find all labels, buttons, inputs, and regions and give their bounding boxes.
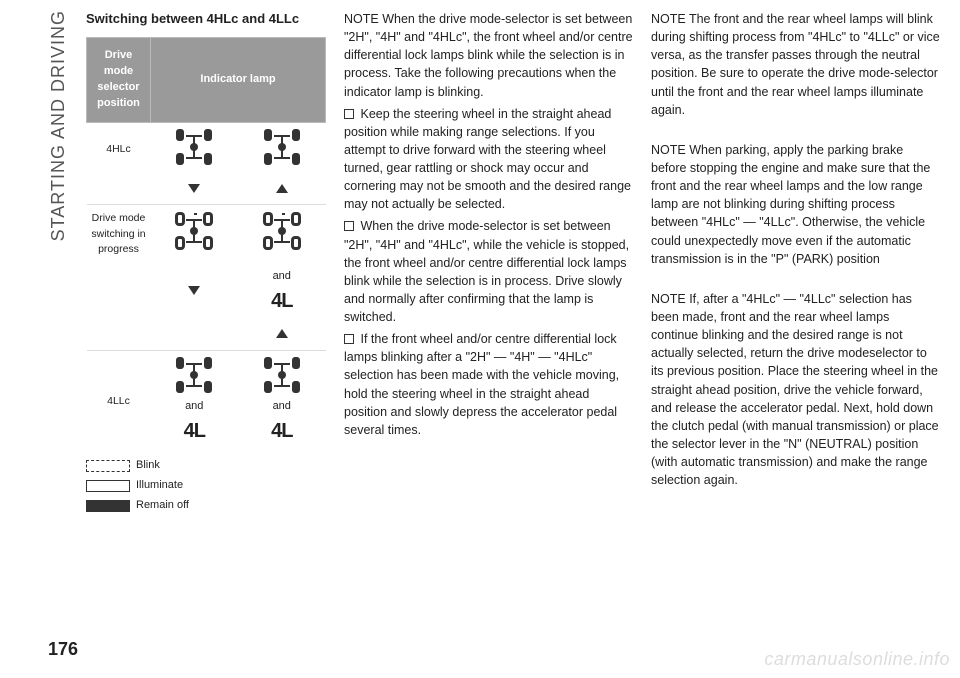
- th-selector-position: Drive mode selector position: [87, 37, 151, 122]
- legend-off-icon: [86, 500, 130, 512]
- th-indicator-lamp: Indicator lamp: [151, 37, 326, 122]
- c3-p1: NOTE The front and the rear wheel lamps …: [651, 10, 940, 119]
- chapter-side-title: STARTING AND DRIVING: [48, 10, 69, 241]
- legend-off-label: Remain off: [136, 498, 189, 514]
- page-number: 176: [48, 639, 78, 660]
- diff-icon-solid: [172, 357, 216, 393]
- fourL-icon: 4L: [242, 287, 322, 316]
- c3-p3: NOTE If, after a "4HLc" — "4LLc" selecti…: [651, 290, 940, 489]
- and-label: and: [273, 400, 291, 412]
- bullet-icon: [344, 109, 354, 119]
- c2-p3-text: When the drive mode-selector is set betw…: [344, 219, 629, 324]
- arrow-down: [151, 263, 239, 322]
- cell-switch-and: and 4L: [238, 263, 326, 322]
- and-label: and: [185, 400, 203, 412]
- legend: Blink Illuminate Remain off: [86, 458, 326, 514]
- cell-4llc-icon-a: and 4L: [151, 351, 239, 452]
- legend-blink-icon: [86, 460, 130, 472]
- row-switching-label: Drive mode switching in progress: [87, 205, 151, 263]
- bullet-icon: [344, 221, 354, 231]
- legend-blink-label: Blink: [136, 458, 160, 474]
- fourL-icon: 4L: [242, 417, 322, 446]
- legend-illuminate-icon: [86, 480, 130, 492]
- row-4hlc-label: 4HLc: [87, 122, 151, 176]
- c2-p1: NOTE When the drive mode-selector is set…: [344, 10, 633, 101]
- diff-icon-solid: [260, 129, 304, 165]
- column-3: NOTE The front and the rear wheel lamps …: [651, 10, 940, 628]
- mode-indicator-table: Drive mode selector position Indicator l…: [86, 37, 326, 452]
- legend-illuminate-label: Illuminate: [136, 478, 183, 494]
- cell-4hlc-icon-a: [151, 122, 239, 176]
- row-4llc-label: 4LLc: [87, 351, 151, 452]
- arrow-up: [238, 322, 326, 350]
- page-content: Switching between 4HLc and 4LLc Drive mo…: [86, 10, 940, 628]
- arrow-up: [238, 177, 326, 205]
- diff-icon-solid: [260, 357, 304, 393]
- c3-p2: NOTE When parking, apply the parking bra…: [651, 141, 940, 268]
- bullet-icon: [344, 334, 354, 344]
- column-1: Switching between 4HLc and 4LLc Drive mo…: [86, 10, 326, 628]
- cell-switch-icon-b: [238, 205, 326, 263]
- cell-4llc-icon-b: and 4L: [238, 351, 326, 452]
- cell-switch-icon-a: [151, 205, 239, 263]
- c2-p4: If the front wheel and/or centre differe…: [344, 330, 633, 439]
- column-2: NOTE When the drive mode-selector is set…: [344, 10, 633, 628]
- fourL-icon: 4L: [155, 417, 235, 446]
- diff-icon-blink: [172, 213, 216, 249]
- c2-p4-text: If the front wheel and/or centre differe…: [344, 332, 619, 437]
- arrow-down: [151, 177, 239, 205]
- watermark: carmanualsonline.info: [764, 649, 950, 670]
- c2-p3: When the drive mode-selector is set betw…: [344, 217, 633, 326]
- c2-p2-text: Keep the steering wheel in the straight …: [344, 107, 631, 212]
- c2-p2: Keep the steering wheel in the straight …: [344, 105, 633, 214]
- and-label: and: [273, 270, 291, 282]
- diff-icon-solid: [172, 129, 216, 165]
- col1-heading: Switching between 4HLc and 4LLc: [86, 10, 326, 29]
- cell-4hlc-icon-b: [238, 122, 326, 176]
- diff-icon-blink: [260, 213, 304, 249]
